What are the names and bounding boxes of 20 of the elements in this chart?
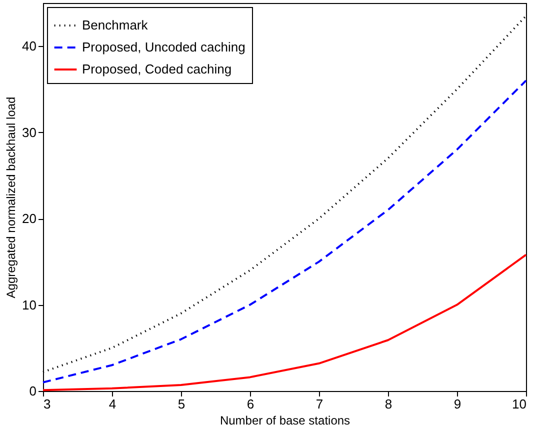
x-tick-label: 4 [108, 396, 116, 412]
y-tick-label: 10 [22, 297, 36, 312]
legend-label: Benchmark [82, 18, 148, 32]
y-tick-label: 40 [22, 38, 36, 54]
x-tick-label: 9 [454, 396, 462, 412]
y-axis-title: Aggregated normalized backhaul load [4, 96, 18, 298]
x-tick-label: 10 [512, 396, 526, 412]
x-axis-title: Number of base stations [220, 414, 350, 428]
x-tick-label: 5 [178, 396, 186, 412]
x-tick-label: 6 [246, 396, 254, 412]
line-series [42, 254, 527, 392]
legend-label: Proposed, Coded caching [82, 62, 232, 76]
x-tick-label: 3 [44, 396, 51, 412]
x-tick-label: 7 [316, 396, 324, 412]
x-tick-label: 8 [384, 396, 392, 412]
line-series [42, 80, 527, 384]
y-tick-label: 30 [22, 124, 36, 140]
y-tick-label: 20 [22, 211, 36, 226]
legend-label: Proposed, Uncoded caching [82, 40, 246, 54]
y-tick-label: 0 [29, 384, 36, 398]
